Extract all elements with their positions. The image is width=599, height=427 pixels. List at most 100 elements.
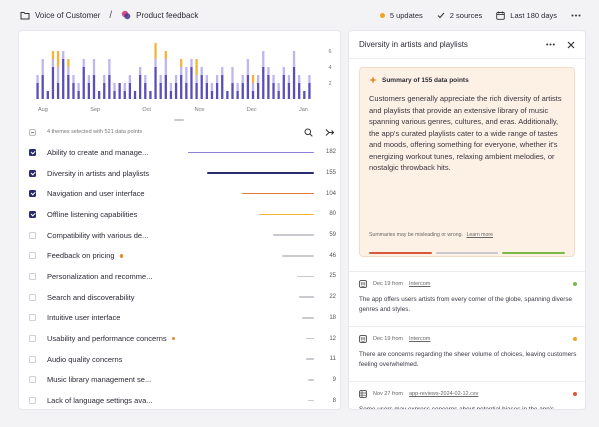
theme-volume-bar <box>302 317 314 319</box>
theme-count: 22 <box>329 294 336 301</box>
theme-row[interactable]: Compatibility with various de... 59 <box>19 225 340 246</box>
theme-checkbox[interactable] <box>29 210 36 218</box>
breadcrumb-project[interactable]: Product feedback <box>136 10 199 20</box>
chart-bar <box>36 75 39 83</box>
chart-bar <box>154 67 157 99</box>
chart-bar <box>103 83 106 99</box>
chart-bar <box>221 75 224 99</box>
feedback-source-link[interactable]: app-reviews-2024-02-12.csv <box>408 391 479 397</box>
chart-bar <box>159 83 162 99</box>
theme-row[interactable]: Lack of language settings ava... 8 <box>19 390 340 409</box>
more-options-icon[interactable] <box>546 43 555 46</box>
theme-detail-panel: Diversity in artists and playlists Summa… <box>348 30 586 410</box>
themes-panel: 6 4 2 Aug Sep Oct Nov Dec Jan 4 themes selected … <box>18 30 341 410</box>
folder-icon <box>20 11 30 20</box>
chart-bar <box>144 75 147 83</box>
chart-bar <box>174 83 178 99</box>
search-icon[interactable] <box>304 128 313 137</box>
chart-bar <box>262 51 265 67</box>
theme-checkbox[interactable] <box>29 293 36 301</box>
chart-bar <box>282 67 285 75</box>
timeline-chart: 6 4 2 Aug Sep Oct Nov Dec Jan <box>27 39 337 115</box>
chart-bar <box>215 83 219 99</box>
learn-more-link[interactable]: Learn more <box>466 232 493 238</box>
chart-bar <box>174 75 178 83</box>
theme-row[interactable]: Intuitive user interface 18 <box>19 308 340 329</box>
theme-checkbox[interactable] <box>29 314 36 322</box>
chart-bar <box>62 59 65 99</box>
feedback-card[interactable]: Nov 27 from app-reviews-2024-02-12.csv Som… <box>349 381 585 410</box>
feedback-text: Some users may express concerns about po… <box>359 406 555 410</box>
feedback-card[interactable]: Dec 19 from Intercom The app offers users … <box>349 271 585 326</box>
theme-checkbox[interactable] <box>29 355 36 363</box>
theme-checkbox[interactable] <box>29 272 36 280</box>
theme-volume-bar-track <box>152 271 322 281</box>
chart-bar <box>139 75 142 99</box>
theme-checkbox[interactable] <box>29 148 36 156</box>
theme-checkbox[interactable] <box>29 335 36 343</box>
theme-row[interactable]: Offline listening capabilities 80 <box>19 204 340 225</box>
intercom-icon <box>359 280 367 288</box>
feedback-card[interactable]: Dec 19 from Intercom There are concerns re… <box>349 326 585 381</box>
theme-checkbox[interactable] <box>29 397 36 405</box>
chart-bar <box>308 83 311 99</box>
sentiment-bar-segment <box>369 252 432 254</box>
chart-bar <box>251 75 255 83</box>
theme-row[interactable]: Feedback on pricing 46 <box>19 245 340 266</box>
chart-bar <box>190 59 193 67</box>
theme-row[interactable]: Search and discoverability 22 <box>19 287 340 308</box>
chart-bar <box>149 91 152 99</box>
theme-row[interactable]: Audio quality concerns 11 <box>19 349 340 370</box>
theme-checkbox[interactable] <box>29 190 36 198</box>
theme-volume-bar <box>188 151 314 154</box>
select-all-checkbox[interactable] <box>29 128 36 136</box>
chart-bar <box>185 67 188 83</box>
theme-label: Usability and performance concerns <box>47 334 167 344</box>
timeline-chart-svg: 6 4 2 Aug Sep Oct Nov Dec Jan <box>36 43 332 113</box>
chart-bar <box>67 67 70 75</box>
more-menu-icon[interactable] <box>571 14 581 17</box>
chart-bar <box>210 83 214 91</box>
chart-bar <box>277 83 280 91</box>
chart-bar <box>272 83 275 99</box>
theme-count: 8 <box>332 397 336 404</box>
updates-button[interactable]: 5 updates <box>379 11 423 20</box>
theme-checkbox[interactable] <box>29 252 36 260</box>
chart-bar <box>277 91 280 99</box>
chart-bar <box>113 91 116 99</box>
theme-count: 155 <box>325 170 336 177</box>
theme-checkbox[interactable] <box>29 376 36 384</box>
theme-row[interactable]: Personalization and recomme... 25 <box>19 266 340 287</box>
chart-bar <box>154 43 157 59</box>
theme-row[interactable]: Ability to create and manage... 182 <box>19 142 340 163</box>
chart-bar <box>169 91 173 99</box>
feedback-date: Nov 27 from <box>373 391 403 397</box>
chart-bar <box>56 83 60 99</box>
theme-row[interactable]: Music library management se... 9 <box>19 370 340 391</box>
sources-button[interactable]: 2 sources <box>437 11 482 20</box>
theme-alert-dot-icon <box>171 336 176 341</box>
theme-count: 25 <box>329 273 336 280</box>
theme-checkbox[interactable] <box>29 231 36 239</box>
theme-count: 9 <box>332 376 336 383</box>
chart-bar <box>246 75 250 99</box>
x-tick-label: Aug <box>38 107 48 113</box>
close-icon[interactable] <box>567 41 575 49</box>
date-range-button[interactable]: Last 180 days <box>496 11 557 20</box>
summary-card: Summary of 155 data points Customers gen… <box>359 67 575 257</box>
theme-row[interactable]: Navigation and user interface 104 <box>19 183 340 204</box>
merge-icon[interactable] <box>325 128 334 137</box>
feedback-source-link[interactable]: Intercom <box>408 336 431 342</box>
feedback-source-link[interactable]: Intercom <box>408 281 431 287</box>
sparkle-icon <box>369 76 377 84</box>
theme-volume-bar-track <box>120 313 322 323</box>
breadcrumb-separator: / <box>109 9 113 21</box>
theme-row[interactable]: Usability and performance concerns 12 <box>19 328 340 349</box>
theme-volume-bar-track <box>153 396 323 406</box>
chart-collapse-handle[interactable] <box>174 119 184 121</box>
theme-checkbox[interactable] <box>29 169 36 177</box>
chart-bar <box>108 75 111 99</box>
theme-row[interactable]: Diversity in artists and playlists 155 <box>19 163 340 184</box>
breadcrumb-workspace[interactable]: Voice of Customer <box>35 10 101 20</box>
chart-bar <box>123 91 126 99</box>
